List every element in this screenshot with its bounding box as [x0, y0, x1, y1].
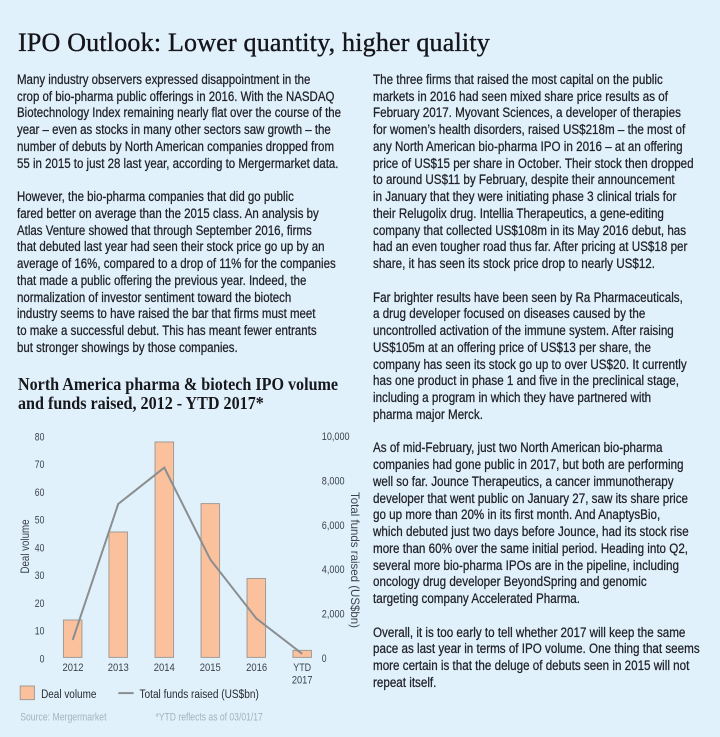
svg-text:2017: 2017	[292, 675, 313, 687]
svg-text:*YTD reflects as of 03/01/17: *YTD reflects as of 03/01/17	[156, 711, 263, 723]
svg-text:20: 20	[35, 598, 45, 610]
svg-text:10,000: 10,000	[322, 431, 350, 443]
svg-text:8,000: 8,000	[322, 475, 345, 487]
svg-text:6,000: 6,000	[322, 520, 345, 532]
svg-text:Total funds raised (US$bn): Total funds raised (US$bn)	[140, 689, 259, 701]
svg-text:Deal volume: Deal volume	[18, 519, 32, 573]
svg-text:2015: 2015	[200, 662, 221, 674]
svg-text:60: 60	[35, 487, 45, 499]
svg-text:2014: 2014	[154, 662, 175, 674]
svg-text:70: 70	[35, 459, 45, 471]
svg-text:Source: Mergermarket: Source: Mergermarket	[20, 711, 106, 723]
svg-text:YTD: YTD	[293, 662, 311, 674]
svg-text:Deal volume: Deal volume	[41, 689, 96, 701]
svg-text:2012: 2012	[63, 662, 84, 674]
svg-text:Total funds raised (US$bn): Total funds raised (US$bn)	[348, 492, 362, 628]
svg-text:2013: 2013	[108, 662, 129, 674]
svg-text:10: 10	[35, 626, 45, 638]
svg-text:80: 80	[35, 431, 45, 443]
svg-text:40: 40	[35, 542, 45, 554]
svg-text:2016: 2016	[246, 662, 267, 674]
svg-text:4,000: 4,000	[322, 564, 345, 576]
svg-text:0: 0	[322, 653, 327, 665]
svg-text:0: 0	[40, 653, 45, 665]
svg-text:30: 30	[35, 570, 45, 582]
svg-text:2,000: 2,000	[322, 609, 345, 621]
svg-text:50: 50	[35, 515, 45, 527]
